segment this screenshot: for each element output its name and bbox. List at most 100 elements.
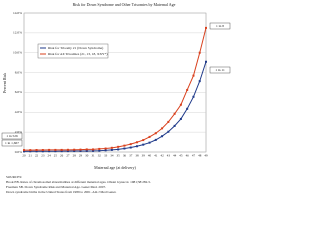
marker <box>148 135 151 138</box>
marker <box>60 148 63 151</box>
x-tick-label: 46 <box>186 154 190 158</box>
marker <box>66 148 69 151</box>
marker <box>60 150 63 153</box>
x-tick-label: 24 <box>48 154 52 158</box>
annotation-text: 1 in 1,667 <box>5 141 19 146</box>
source-text: SOURCES: <box>6 175 22 179</box>
source-text: Hook EB. Rates of chromosomal abnormalit… <box>6 180 151 184</box>
marker <box>192 74 195 77</box>
marker <box>110 146 113 149</box>
y-tick-label: 6.0% <box>15 90 22 94</box>
marker <box>29 149 32 152</box>
annotation: 1 in 1,667 <box>1 139 23 147</box>
marker <box>154 132 157 135</box>
source-text: Freeman SB. Down Syndrome Risk and Mater… <box>6 185 106 189</box>
marker <box>129 146 132 149</box>
x-tick-label: 36 <box>123 154 127 158</box>
x-tick-label: 48 <box>198 154 202 158</box>
legend-label: Risk for All Trisomies (21, 13, 18, XXY*… <box>48 52 108 57</box>
x-axis-label: Maternal age (at delivery) <box>94 165 136 170</box>
x-tick-label: 26 <box>60 154 64 158</box>
marker <box>123 147 126 150</box>
y-tick-label: 2.0% <box>15 130 22 134</box>
x-tick-label: 32 <box>98 154 102 158</box>
x-tick-label: 37 <box>129 154 133 158</box>
marker <box>23 150 25 153</box>
marker <box>205 60 207 63</box>
annotation: 1 in 11 <box>209 66 231 74</box>
x-tick-label: 29 <box>79 154 83 158</box>
marker <box>205 26 207 29</box>
marker <box>173 124 176 127</box>
y-tick-label: 4.0% <box>15 110 22 114</box>
x-tick-label: 41 <box>154 154 158 158</box>
marker <box>186 88 189 91</box>
line <box>23 61 207 152</box>
annotation-text: 1 in 8 <box>216 24 224 28</box>
marker <box>92 148 95 151</box>
marker <box>92 149 95 152</box>
x-tick-label: 45 <box>179 154 183 158</box>
marker <box>186 107 189 110</box>
marker <box>142 139 145 142</box>
y-tick-label: 8.0% <box>15 70 22 74</box>
chart-title: Risk for Down Syndrome and Other Trisomi… <box>73 2 176 7</box>
legend-box <box>37 43 109 59</box>
marker <box>85 149 88 152</box>
marker <box>98 147 101 150</box>
legend-label: Risk for Trisomy 21 (Down Syndrome) <box>48 46 104 50</box>
marker <box>104 149 107 152</box>
y-tick-label: 14.0% <box>13 11 22 15</box>
marker <box>85 148 88 151</box>
x-tick-label: 33 <box>104 154 108 158</box>
x-tick-label: 43 <box>167 154 171 158</box>
y-tick-label: 10.0% <box>13 51 22 55</box>
x-tick-label: 35 <box>117 154 121 158</box>
x-tick-label: 39 <box>142 154 146 158</box>
marker <box>79 150 82 153</box>
x-tick-label: 28 <box>73 154 77 158</box>
marker <box>198 80 201 83</box>
annotation-text: 1 in 526 <box>6 134 18 138</box>
marker <box>129 143 132 146</box>
x-tick-label: 34 <box>110 154 114 158</box>
y-axis-label: Percent Risk <box>2 73 7 93</box>
chart: Risk for Down Syndrome and Other Trisomi… <box>1 2 231 194</box>
x-tick-label: 30 <box>85 154 89 158</box>
marker <box>79 148 82 151</box>
marker <box>41 149 44 152</box>
marker <box>142 143 145 146</box>
marker <box>29 150 32 153</box>
marker <box>198 51 201 54</box>
marker <box>192 95 195 98</box>
annotation: 1 in 526 <box>1 132 23 140</box>
plot-area <box>23 12 207 153</box>
y-tick-label: 12.0% <box>13 31 22 35</box>
x-tick-label: 42 <box>160 154 164 158</box>
marker <box>110 148 113 151</box>
x-tick-label: 49 <box>204 154 208 158</box>
source-text: Down syndrome births in the United State… <box>6 190 117 194</box>
marker <box>167 120 170 123</box>
x-tick-label: 47 <box>192 154 196 158</box>
marker <box>117 148 120 151</box>
annotation-box <box>1 139 23 147</box>
x-tick-label: 31 <box>91 154 95 158</box>
marker <box>179 117 182 120</box>
annotation-box <box>209 22 231 30</box>
annotation-box <box>1 132 23 140</box>
marker <box>48 150 51 153</box>
x-tick-label: 27 <box>66 154 70 158</box>
marker <box>154 138 157 141</box>
x-tick-label: 40 <box>148 154 152 158</box>
annotation-text: 1 in 11 <box>215 68 225 72</box>
x-tick-label: 22 <box>35 154 39 158</box>
marker <box>48 148 51 151</box>
x-tick-label: 44 <box>173 154 177 158</box>
marker <box>23 149 25 152</box>
marker <box>41 150 44 153</box>
line <box>24 27 207 151</box>
marker <box>135 145 138 148</box>
marker <box>35 150 38 153</box>
marker <box>179 103 182 106</box>
